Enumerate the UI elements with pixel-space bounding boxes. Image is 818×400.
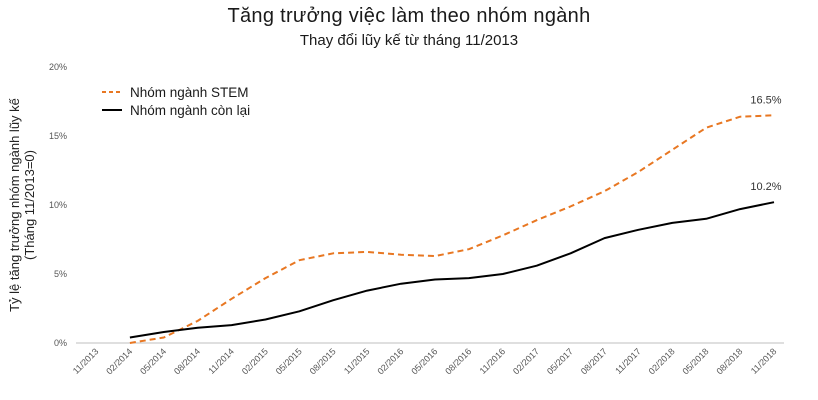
y-tick-label: 5% bbox=[54, 269, 67, 279]
x-axis-ticks: 11/2013 02/2014 05/2014 08/2014 11/2014 02/20… bbox=[71, 346, 779, 376]
x-tick-label: 05/2016 bbox=[409, 346, 439, 376]
x-tick-label: 11/2014 bbox=[206, 346, 236, 376]
x-tick-label: 11/2015 bbox=[342, 346, 372, 376]
end-value-label: 10.2% bbox=[750, 181, 781, 193]
x-tick-label: 02/2014 bbox=[104, 346, 134, 376]
x-tick-label: 02/2017 bbox=[511, 346, 541, 376]
x-tick-label: 08/2014 bbox=[172, 346, 202, 376]
x-tick-label: 08/2018 bbox=[714, 346, 744, 376]
legend-label: Nhóm ngành còn lại bbox=[130, 103, 250, 118]
y-axis-ticks: 0% 5% 10% 15% 20% bbox=[49, 62, 67, 348]
legend-label: Nhóm ngành STEM bbox=[130, 85, 249, 100]
x-tick-label: 05/2014 bbox=[138, 346, 168, 376]
end-labels: 16.5% 10.2% bbox=[750, 94, 781, 193]
x-tick-label: 08/2016 bbox=[443, 346, 473, 376]
chart-title: Tăng trưởng việc làm theo nhóm ngành bbox=[227, 5, 591, 27]
x-tick-label: 05/2015 bbox=[274, 346, 304, 376]
x-tick-label: 11/2016 bbox=[478, 346, 508, 376]
series-line-stem bbox=[129, 114, 775, 344]
x-tick-label: 11/2018 bbox=[749, 346, 779, 376]
x-tick-label: 11/2013 bbox=[71, 346, 101, 376]
x-tick-label: 08/2015 bbox=[308, 346, 338, 376]
series-lines bbox=[129, 114, 775, 344]
x-tick-label: 05/2017 bbox=[545, 346, 575, 376]
x-tick-label: 08/2017 bbox=[579, 346, 609, 376]
y-tick-label: 0% bbox=[54, 338, 67, 348]
x-tick-label: 05/2018 bbox=[681, 346, 711, 376]
series-line-other bbox=[129, 201, 775, 339]
y-tick-label: 20% bbox=[49, 62, 67, 72]
chart-subtitle: Thay đổi lũy kế từ tháng 11/2013 bbox=[299, 32, 519, 49]
x-tick-label: 02/2016 bbox=[375, 346, 405, 376]
y-tick-label: 10% bbox=[49, 200, 67, 210]
x-tick-label: 02/2018 bbox=[647, 346, 677, 376]
x-tick-label: 02/2015 bbox=[240, 346, 270, 376]
x-tick-label: 11/2017 bbox=[613, 346, 643, 376]
y-tick-label: 15% bbox=[49, 131, 67, 141]
end-value-label: 16.5% bbox=[750, 94, 781, 106]
legend: Nhóm ngành STEM Nhóm ngành còn lại bbox=[102, 85, 250, 118]
